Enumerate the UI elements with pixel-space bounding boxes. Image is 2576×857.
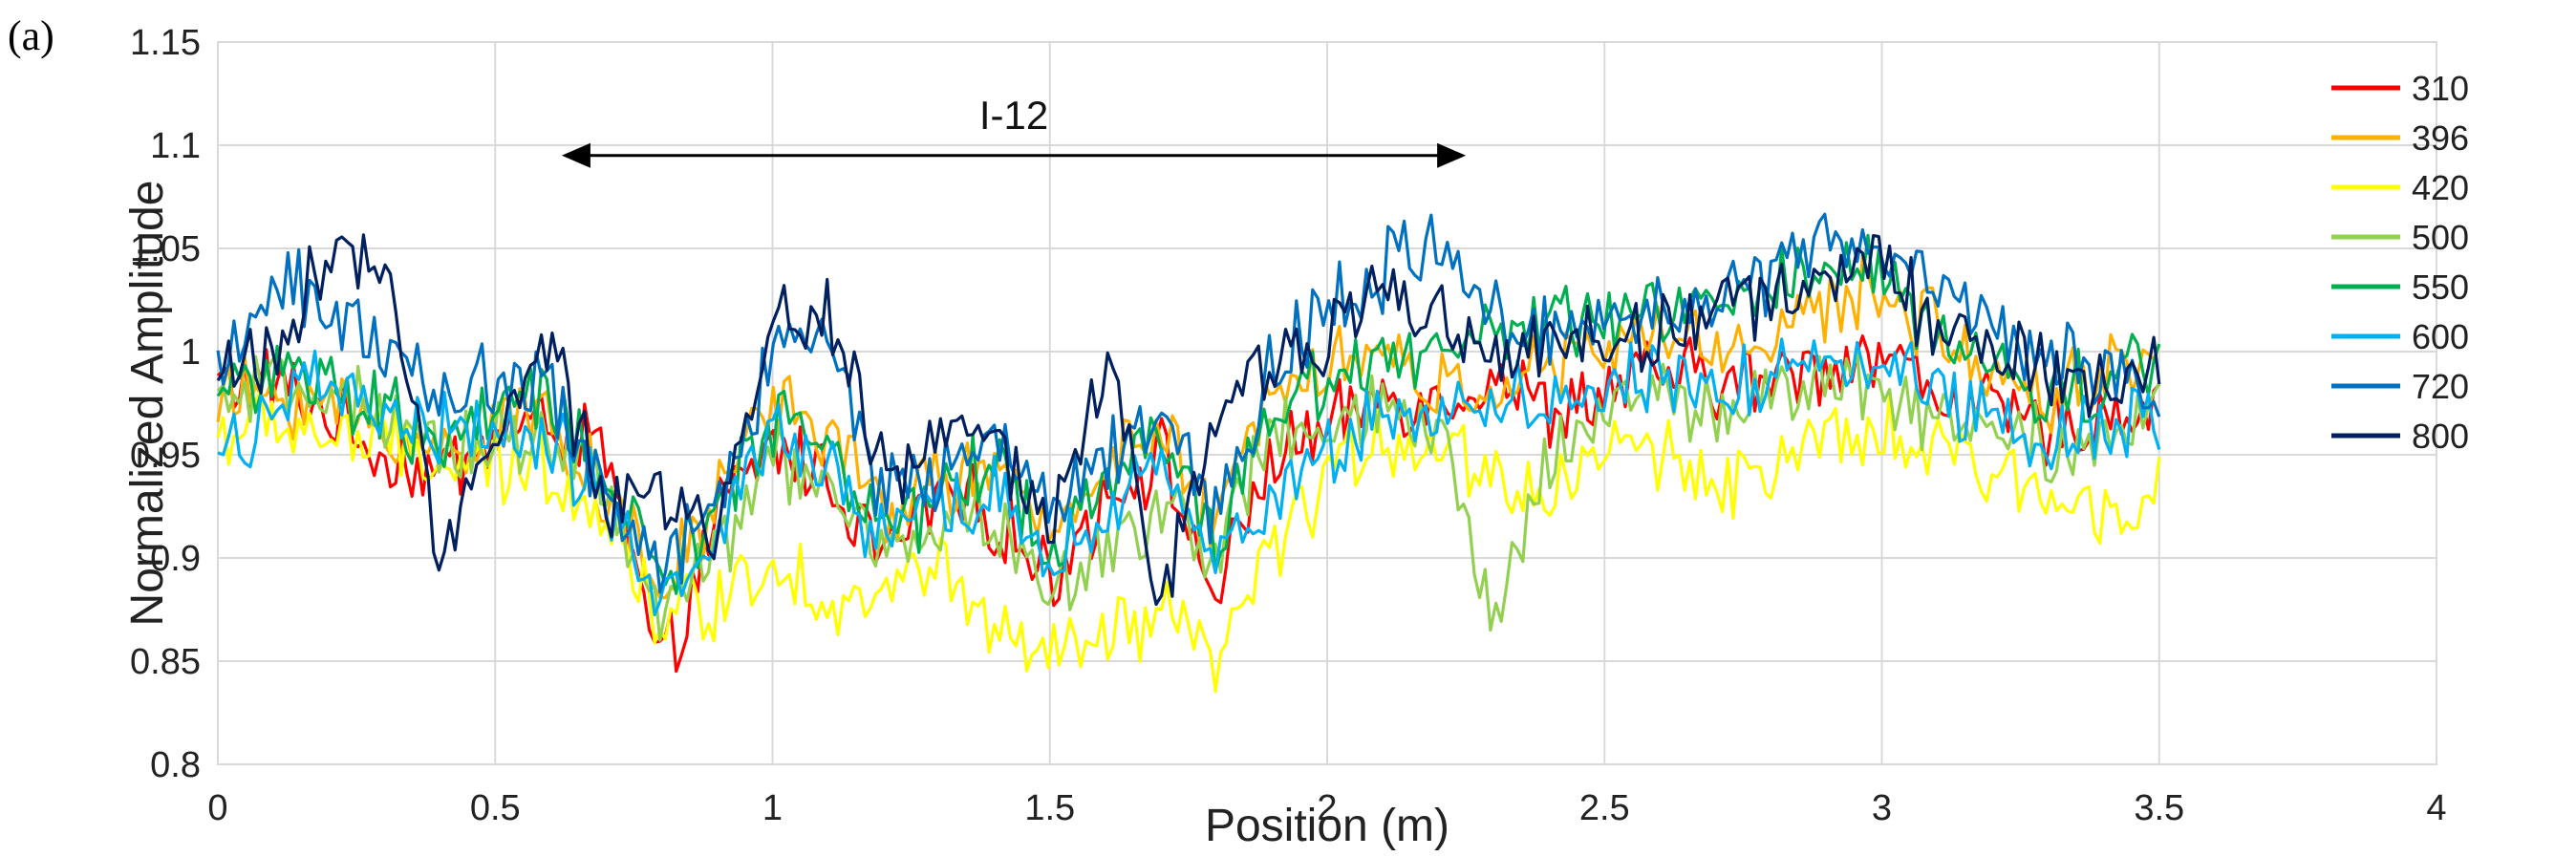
x-tick-label: 3.5: [2134, 788, 2184, 828]
series-line-420: [216, 387, 2161, 694]
x-tick-label: 2: [1317, 788, 1337, 828]
x-tick-label: 0: [207, 788, 227, 828]
x-tick-label: 1.5: [1024, 788, 1075, 828]
legend-label-420: 420: [2412, 168, 2469, 207]
y-tick-label: 1.15: [130, 23, 201, 63]
x-axis-title: Position (m): [1205, 801, 1449, 851]
legend-label-500: 500: [2412, 218, 2469, 257]
annotation-layer: I-12: [561, 93, 1467, 168]
series-layer: [216, 212, 2161, 694]
y-tick-label: 0.9: [150, 539, 201, 579]
x-tick-label: 2.5: [1579, 788, 1630, 828]
panel-label: (a): [8, 12, 54, 59]
y-axis-title: Normalized Amplitude: [122, 181, 173, 627]
tick-layer: 0.8 0.85 0.9 0.95 1 1.05 1.1 1.15 0 0.5 1 1.5 2 2.5 3 3…: [130, 23, 2447, 828]
legend-label-396: 396: [2412, 118, 2469, 158]
series-line-600: [217, 337, 2161, 617]
y-tick-label: 1.05: [130, 229, 201, 269]
arrow-head-left: [561, 142, 590, 168]
y-tick-label: 1: [181, 332, 201, 373]
legend-label-310: 310: [2412, 69, 2469, 108]
arrow-head-right: [1437, 142, 1467, 168]
x-tick-label: 1: [762, 788, 783, 828]
y-tick-label: 0.8: [150, 745, 201, 785]
legend-label-720: 720: [2412, 367, 2469, 406]
legend: 310 396 420 500 550 600 720 800: [2331, 69, 2469, 456]
series-line-800: [216, 233, 2161, 607]
y-tick-label: 0.95: [130, 436, 201, 476]
y-tick-label: 0.85: [130, 642, 201, 682]
legend-label-600: 600: [2412, 317, 2469, 356]
legend-label-800: 800: [2412, 417, 2469, 456]
x-tick-label: 0.5: [470, 788, 521, 828]
series-line-720: [216, 212, 2161, 594]
span-label: I-12: [979, 93, 1048, 138]
y-tick-label: 1.1: [150, 126, 201, 166]
x-tick-label: 3: [1872, 788, 1892, 828]
legend-label-550: 550: [2412, 268, 2469, 307]
series-line-500: [216, 349, 2161, 642]
x-tick-label: 4: [2426, 788, 2446, 828]
